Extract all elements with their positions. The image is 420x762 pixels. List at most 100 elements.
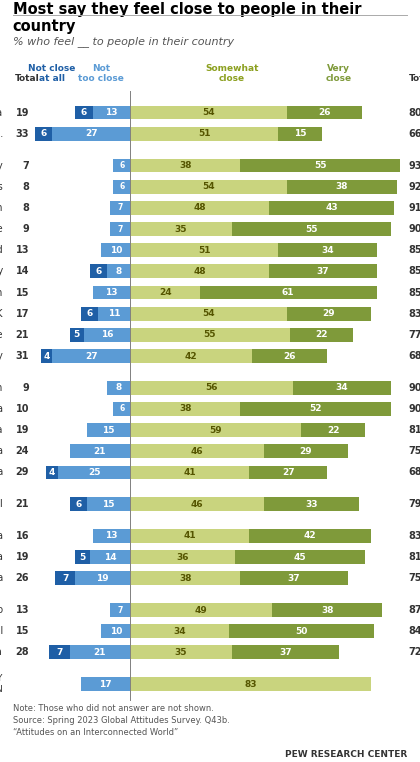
Bar — [41, 349, 52, 363]
Text: 24-COUNTRY
MEDIAN: 24-COUNTRY MEDIAN — [0, 674, 3, 694]
Bar — [90, 264, 107, 278]
Text: Canada: Canada — [0, 107, 3, 117]
Bar — [287, 106, 362, 120]
Text: 7: 7 — [22, 161, 29, 171]
Bar — [130, 645, 232, 659]
Bar — [52, 349, 130, 363]
Text: Japan: Japan — [0, 383, 3, 392]
Text: 6: 6 — [95, 267, 102, 276]
Bar — [232, 645, 339, 659]
Text: 15: 15 — [102, 500, 115, 509]
Bar — [264, 444, 348, 458]
Text: 21: 21 — [94, 447, 106, 456]
Text: 9: 9 — [22, 383, 29, 392]
Text: 35: 35 — [175, 225, 187, 233]
Text: Nigeria: Nigeria — [0, 531, 3, 541]
Bar — [249, 529, 371, 543]
Text: 21: 21 — [16, 330, 29, 340]
Bar — [35, 127, 52, 141]
Text: 37: 37 — [288, 574, 300, 583]
Text: 6: 6 — [40, 130, 47, 138]
Text: 17: 17 — [100, 680, 112, 689]
Text: 6: 6 — [119, 405, 124, 414]
Text: 66: 66 — [408, 129, 420, 139]
Bar — [70, 328, 84, 341]
Text: 22: 22 — [327, 426, 339, 434]
Text: 81: 81 — [408, 552, 420, 562]
Text: 8: 8 — [116, 267, 122, 276]
Text: 19: 19 — [16, 425, 29, 435]
Bar — [278, 243, 377, 257]
Text: 11: 11 — [108, 309, 121, 319]
Text: 93: 93 — [408, 161, 420, 171]
Text: 19: 19 — [97, 574, 109, 583]
Text: PEW RESEARCH CENTER: PEW RESEARCH CENTER — [285, 750, 407, 759]
Bar — [235, 550, 365, 564]
Bar — [290, 328, 353, 341]
Bar — [249, 466, 327, 479]
Text: 29: 29 — [16, 467, 29, 478]
Text: 51: 51 — [198, 130, 210, 138]
Text: Mexico: Mexico — [0, 605, 3, 615]
Text: Greece: Greece — [0, 224, 3, 234]
Bar — [110, 201, 130, 215]
Bar — [58, 466, 130, 479]
Text: 72: 72 — [408, 648, 420, 658]
Text: 13: 13 — [16, 605, 29, 615]
Bar — [130, 328, 290, 341]
Bar — [93, 106, 130, 120]
Bar — [130, 158, 240, 172]
Text: 45: 45 — [294, 552, 306, 562]
Text: 10: 10 — [16, 404, 29, 414]
Bar — [113, 402, 130, 416]
Text: 8: 8 — [22, 181, 29, 192]
Text: 68: 68 — [408, 467, 420, 478]
Bar — [93, 286, 130, 299]
Bar — [107, 381, 130, 395]
Text: 10: 10 — [110, 245, 122, 255]
Bar — [130, 604, 272, 617]
Bar — [200, 286, 377, 299]
Text: 79: 79 — [408, 499, 420, 509]
Text: 7: 7 — [62, 574, 68, 583]
Text: Spain: Spain — [0, 287, 3, 297]
Bar — [130, 624, 229, 638]
Bar — [70, 444, 130, 458]
Text: 7: 7 — [118, 225, 123, 233]
Text: 8: 8 — [22, 203, 29, 213]
Text: U.S.: U.S. — [0, 129, 3, 139]
Bar — [130, 307, 287, 321]
Text: 59: 59 — [210, 426, 222, 434]
Text: 33: 33 — [305, 500, 318, 509]
Text: 26: 26 — [16, 573, 29, 583]
Text: % who feel __ to people in their country: % who feel __ to people in their country — [13, 37, 234, 47]
Text: 92: 92 — [408, 181, 420, 192]
Text: 28: 28 — [16, 648, 29, 658]
Text: 91: 91 — [408, 203, 420, 213]
Bar — [278, 127, 322, 141]
Bar — [113, 158, 130, 172]
Bar — [272, 604, 382, 617]
Bar — [252, 349, 327, 363]
Bar — [101, 624, 130, 638]
Bar — [264, 498, 359, 511]
Text: Not
too close: Not too close — [79, 63, 124, 83]
Text: 75: 75 — [408, 573, 420, 583]
Bar — [130, 223, 232, 236]
Bar — [130, 444, 264, 458]
Bar — [55, 572, 75, 585]
Bar — [81, 307, 98, 321]
Text: 19: 19 — [16, 552, 29, 562]
Text: 7: 7 — [56, 648, 63, 657]
Text: 7: 7 — [118, 203, 123, 213]
Bar — [130, 572, 240, 585]
Text: 52: 52 — [310, 405, 322, 414]
Text: 33: 33 — [16, 129, 29, 139]
Bar — [130, 423, 301, 437]
Bar — [287, 180, 397, 194]
Text: 13: 13 — [105, 108, 118, 117]
Bar — [301, 423, 365, 437]
Text: Very
close: Very close — [326, 63, 352, 83]
Text: 4: 4 — [49, 468, 55, 477]
Text: Germany: Germany — [0, 351, 3, 361]
